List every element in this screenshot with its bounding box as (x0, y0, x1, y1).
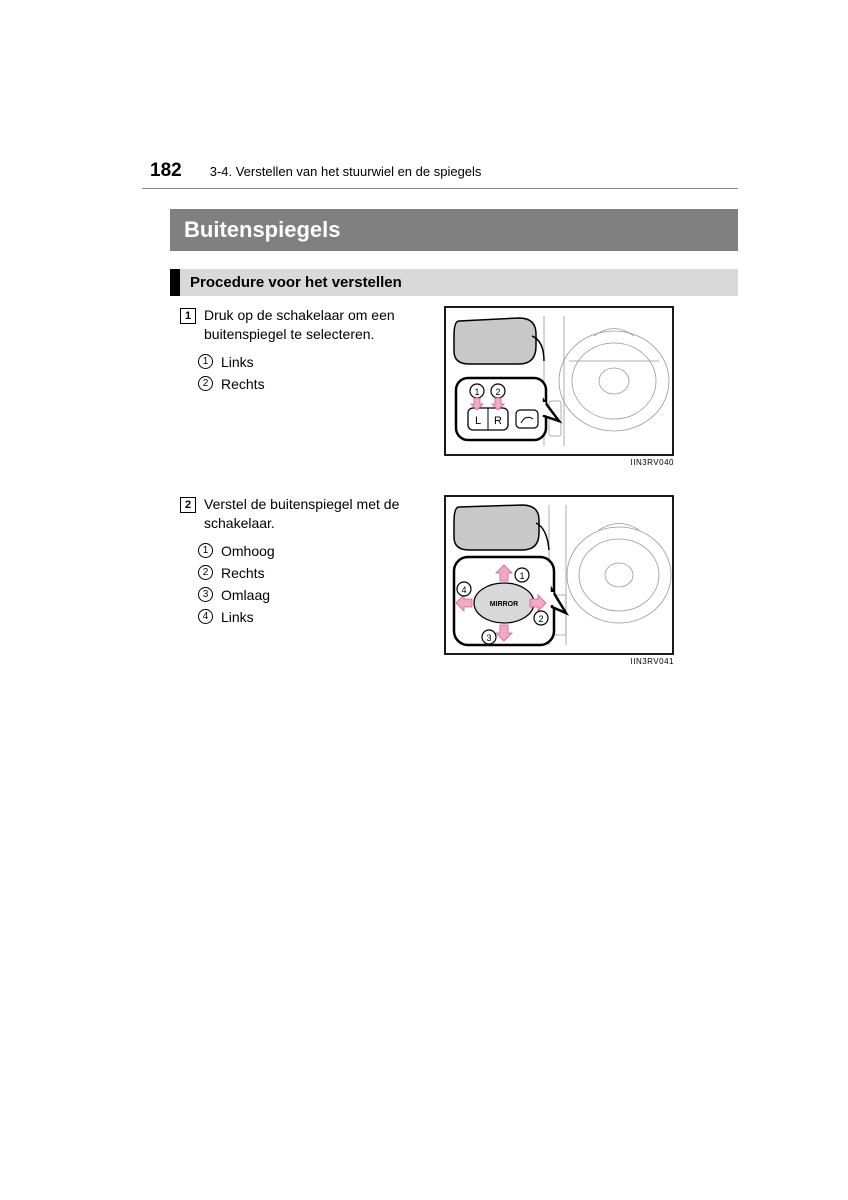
list-item: 1 Links (198, 354, 430, 370)
item-label: Rechts (221, 376, 265, 392)
svg-text:1: 1 (474, 387, 479, 397)
step-instruction: Druk op de schakelaar om een buitenspieg… (204, 306, 430, 344)
svg-text:3: 3 (486, 633, 491, 643)
svg-text:2: 2 (495, 387, 500, 397)
item-label: Rechts (221, 565, 265, 581)
item-label: Omlaag (221, 587, 270, 603)
list-item: 4 Links (198, 609, 430, 625)
step-1: 1 Druk op de schakelaar om een buitenspi… (180, 306, 738, 467)
step-number-box: 1 (180, 308, 196, 324)
step-number-box: 2 (180, 497, 196, 513)
item-marker: 1 (198, 543, 213, 558)
header-rule (142, 188, 738, 189)
svg-text:2: 2 (538, 614, 543, 624)
step-head: 1 Druk op de schakelaar om een buitenspi… (180, 306, 430, 344)
list-item: 2 Rechts (198, 565, 430, 581)
item-marker: 2 (198, 376, 213, 391)
item-label: Links (221, 354, 254, 370)
dashboard-diagram-2: MIRROR 1 2 3 4 (444, 495, 674, 655)
page-title: Buitenspiegels (170, 209, 738, 251)
switch-right-label: R (494, 415, 502, 427)
item-marker: 2 (198, 565, 213, 580)
image-code: IIN3RV040 (444, 458, 674, 467)
item-marker: 1 (198, 354, 213, 369)
step-instruction: Verstel de buitenspiegel met de schakela… (204, 495, 430, 533)
subsection-heading: Procedure voor het verstellen (170, 269, 738, 296)
dashboard-diagram-1: L R 1 2 (444, 306, 674, 456)
item-label: Links (221, 609, 254, 625)
section-path: 3-4. Verstellen van het stuurwiel en de … (210, 164, 482, 179)
step-illustration: MIRROR 1 2 3 4 (444, 495, 674, 666)
page-header: 182 3-4. Verstellen van het stuurwiel en… (150, 160, 738, 182)
svg-text:4: 4 (461, 585, 466, 595)
item-label: Omhoog (221, 543, 275, 559)
list-item: 2 Rechts (198, 376, 430, 392)
step-options: 1 Links 2 Rechts (180, 354, 430, 392)
step-head: 2 Verstel de buitenspiegel met de schake… (180, 495, 430, 533)
switch-left-label: L (475, 415, 481, 427)
manual-page: 182 3-4. Verstellen van het stuurwiel en… (0, 0, 848, 666)
mirror-pad-label: MIRROR (490, 601, 518, 608)
item-marker: 3 (198, 587, 213, 602)
step-text: 1 Druk op de schakelaar om een buitenspi… (180, 306, 430, 398)
list-item: 3 Omlaag (198, 587, 430, 603)
step-options: 1 Omhoog 2 Rechts 3 Omlaag 4 Links (180, 543, 430, 625)
page-number: 182 (150, 160, 182, 182)
svg-text:1: 1 (519, 571, 524, 581)
image-code: IIN3RV041 (444, 657, 674, 666)
step-illustration: L R 1 2 IIN3RV040 (444, 306, 674, 467)
list-item: 1 Omhoog (198, 543, 430, 559)
step-2: 2 Verstel de buitenspiegel met de schake… (180, 495, 738, 666)
step-text: 2 Verstel de buitenspiegel met de schake… (180, 495, 430, 631)
item-marker: 4 (198, 609, 213, 624)
